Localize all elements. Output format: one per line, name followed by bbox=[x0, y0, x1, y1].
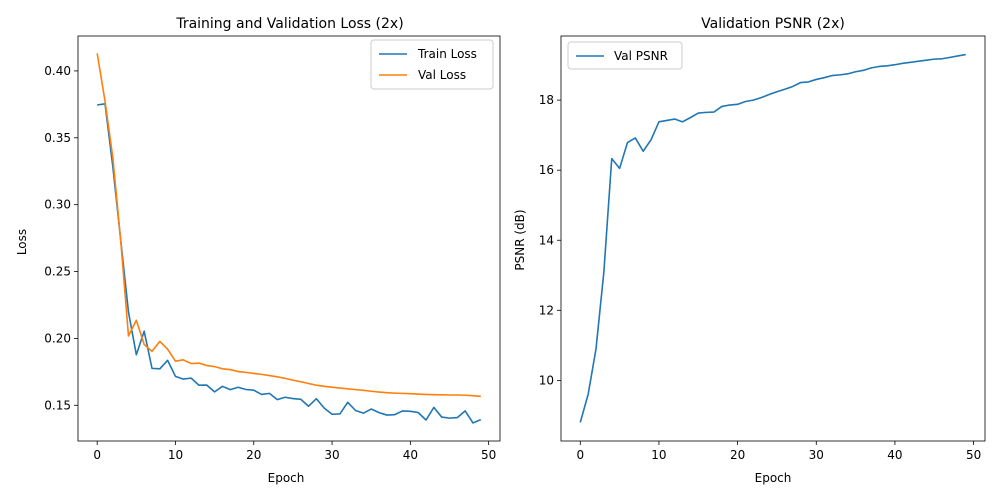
series-line-train-loss bbox=[97, 103, 482, 424]
loss-ytick-label-2: 0.25 bbox=[44, 265, 71, 279]
psnr-chart-panel: Validation PSNR (2x) Epoch PSNR (dB) 0 10… bbox=[513, 16, 986, 485]
psnr-xtick-label-50: 50 bbox=[966, 448, 981, 462]
psnr-ytick-label-0: 10 bbox=[539, 373, 554, 387]
loss-chart-plot-area bbox=[96, 53, 482, 424]
loss-chart-panel: Training and Validation Loss (2x) Epoch … bbox=[15, 16, 501, 485]
psnr-chart-frame bbox=[560, 35, 986, 442]
loss-xtick-label-30: 30 bbox=[324, 448, 339, 462]
loss-chart-ticks: 0 10 20 30 40 50 0.15 0.20 0.25 0.30 0.35 0.40 bbox=[44, 64, 496, 462]
loss-chart-title: Training and Validation Loss (2x) bbox=[175, 16, 403, 32]
psnr-chart-ylabel: PSNR (dB) bbox=[513, 209, 527, 270]
loss-legend-box bbox=[370, 39, 494, 90]
psnr-xtick-label-10: 10 bbox=[651, 448, 666, 462]
psnr-ytick-label-1: 12 bbox=[539, 303, 554, 317]
psnr-chart-xlabel: Epoch bbox=[755, 471, 792, 485]
loss-xtick-label-50: 50 bbox=[481, 448, 496, 462]
psnr-xtick-label-0: 0 bbox=[576, 448, 584, 462]
psnr-ytick-label-3: 16 bbox=[539, 163, 554, 177]
psnr-xtick-label-30: 30 bbox=[809, 448, 824, 462]
legend-label-train-loss: Train Loss bbox=[417, 47, 477, 61]
loss-ytick-label-3: 0.30 bbox=[44, 198, 71, 212]
loss-ytick-label-5: 0.40 bbox=[44, 64, 71, 78]
psnr-legend-box bbox=[567, 41, 683, 70]
series-line-val-loss bbox=[96, 53, 481, 398]
psnr-chart-ticks: 0 10 20 30 40 50 10 12 14 16 18 bbox=[539, 93, 982, 462]
loss-ytick-label-4: 0.35 bbox=[44, 131, 71, 145]
loss-chart-frame bbox=[77, 35, 501, 442]
loss-xtick-label-40: 40 bbox=[403, 448, 418, 462]
loss-ytick-label-1: 0.20 bbox=[44, 331, 71, 345]
loss-chart-xlabel: Epoch bbox=[268, 471, 305, 485]
legend-label-val-psnr: Val PSNR bbox=[614, 49, 668, 63]
psnr-ytick-label-2: 14 bbox=[539, 233, 554, 247]
loss-chart-ylabel: Loss bbox=[15, 229, 29, 255]
loss-xtick-label-20: 20 bbox=[246, 448, 261, 462]
loss-xtick-label-0: 0 bbox=[93, 448, 101, 462]
psnr-xtick-label-40: 40 bbox=[887, 448, 902, 462]
loss-chart-legend: Train Loss Val Loss bbox=[370, 39, 494, 90]
psnr-ytick-label-4: 18 bbox=[539, 93, 554, 107]
series-line-val-psnr bbox=[579, 53, 966, 423]
psnr-chart-legend: Val PSNR bbox=[567, 41, 683, 70]
loss-xtick-label-10: 10 bbox=[168, 448, 183, 462]
psnr-chart-plot-area bbox=[579, 53, 966, 423]
legend-label-val-loss: Val Loss bbox=[418, 68, 466, 82]
psnr-chart-title: Validation PSNR (2x) bbox=[701, 16, 845, 32]
loss-ytick-label-0: 0.15 bbox=[44, 398, 71, 412]
psnr-xtick-label-20: 20 bbox=[730, 448, 745, 462]
